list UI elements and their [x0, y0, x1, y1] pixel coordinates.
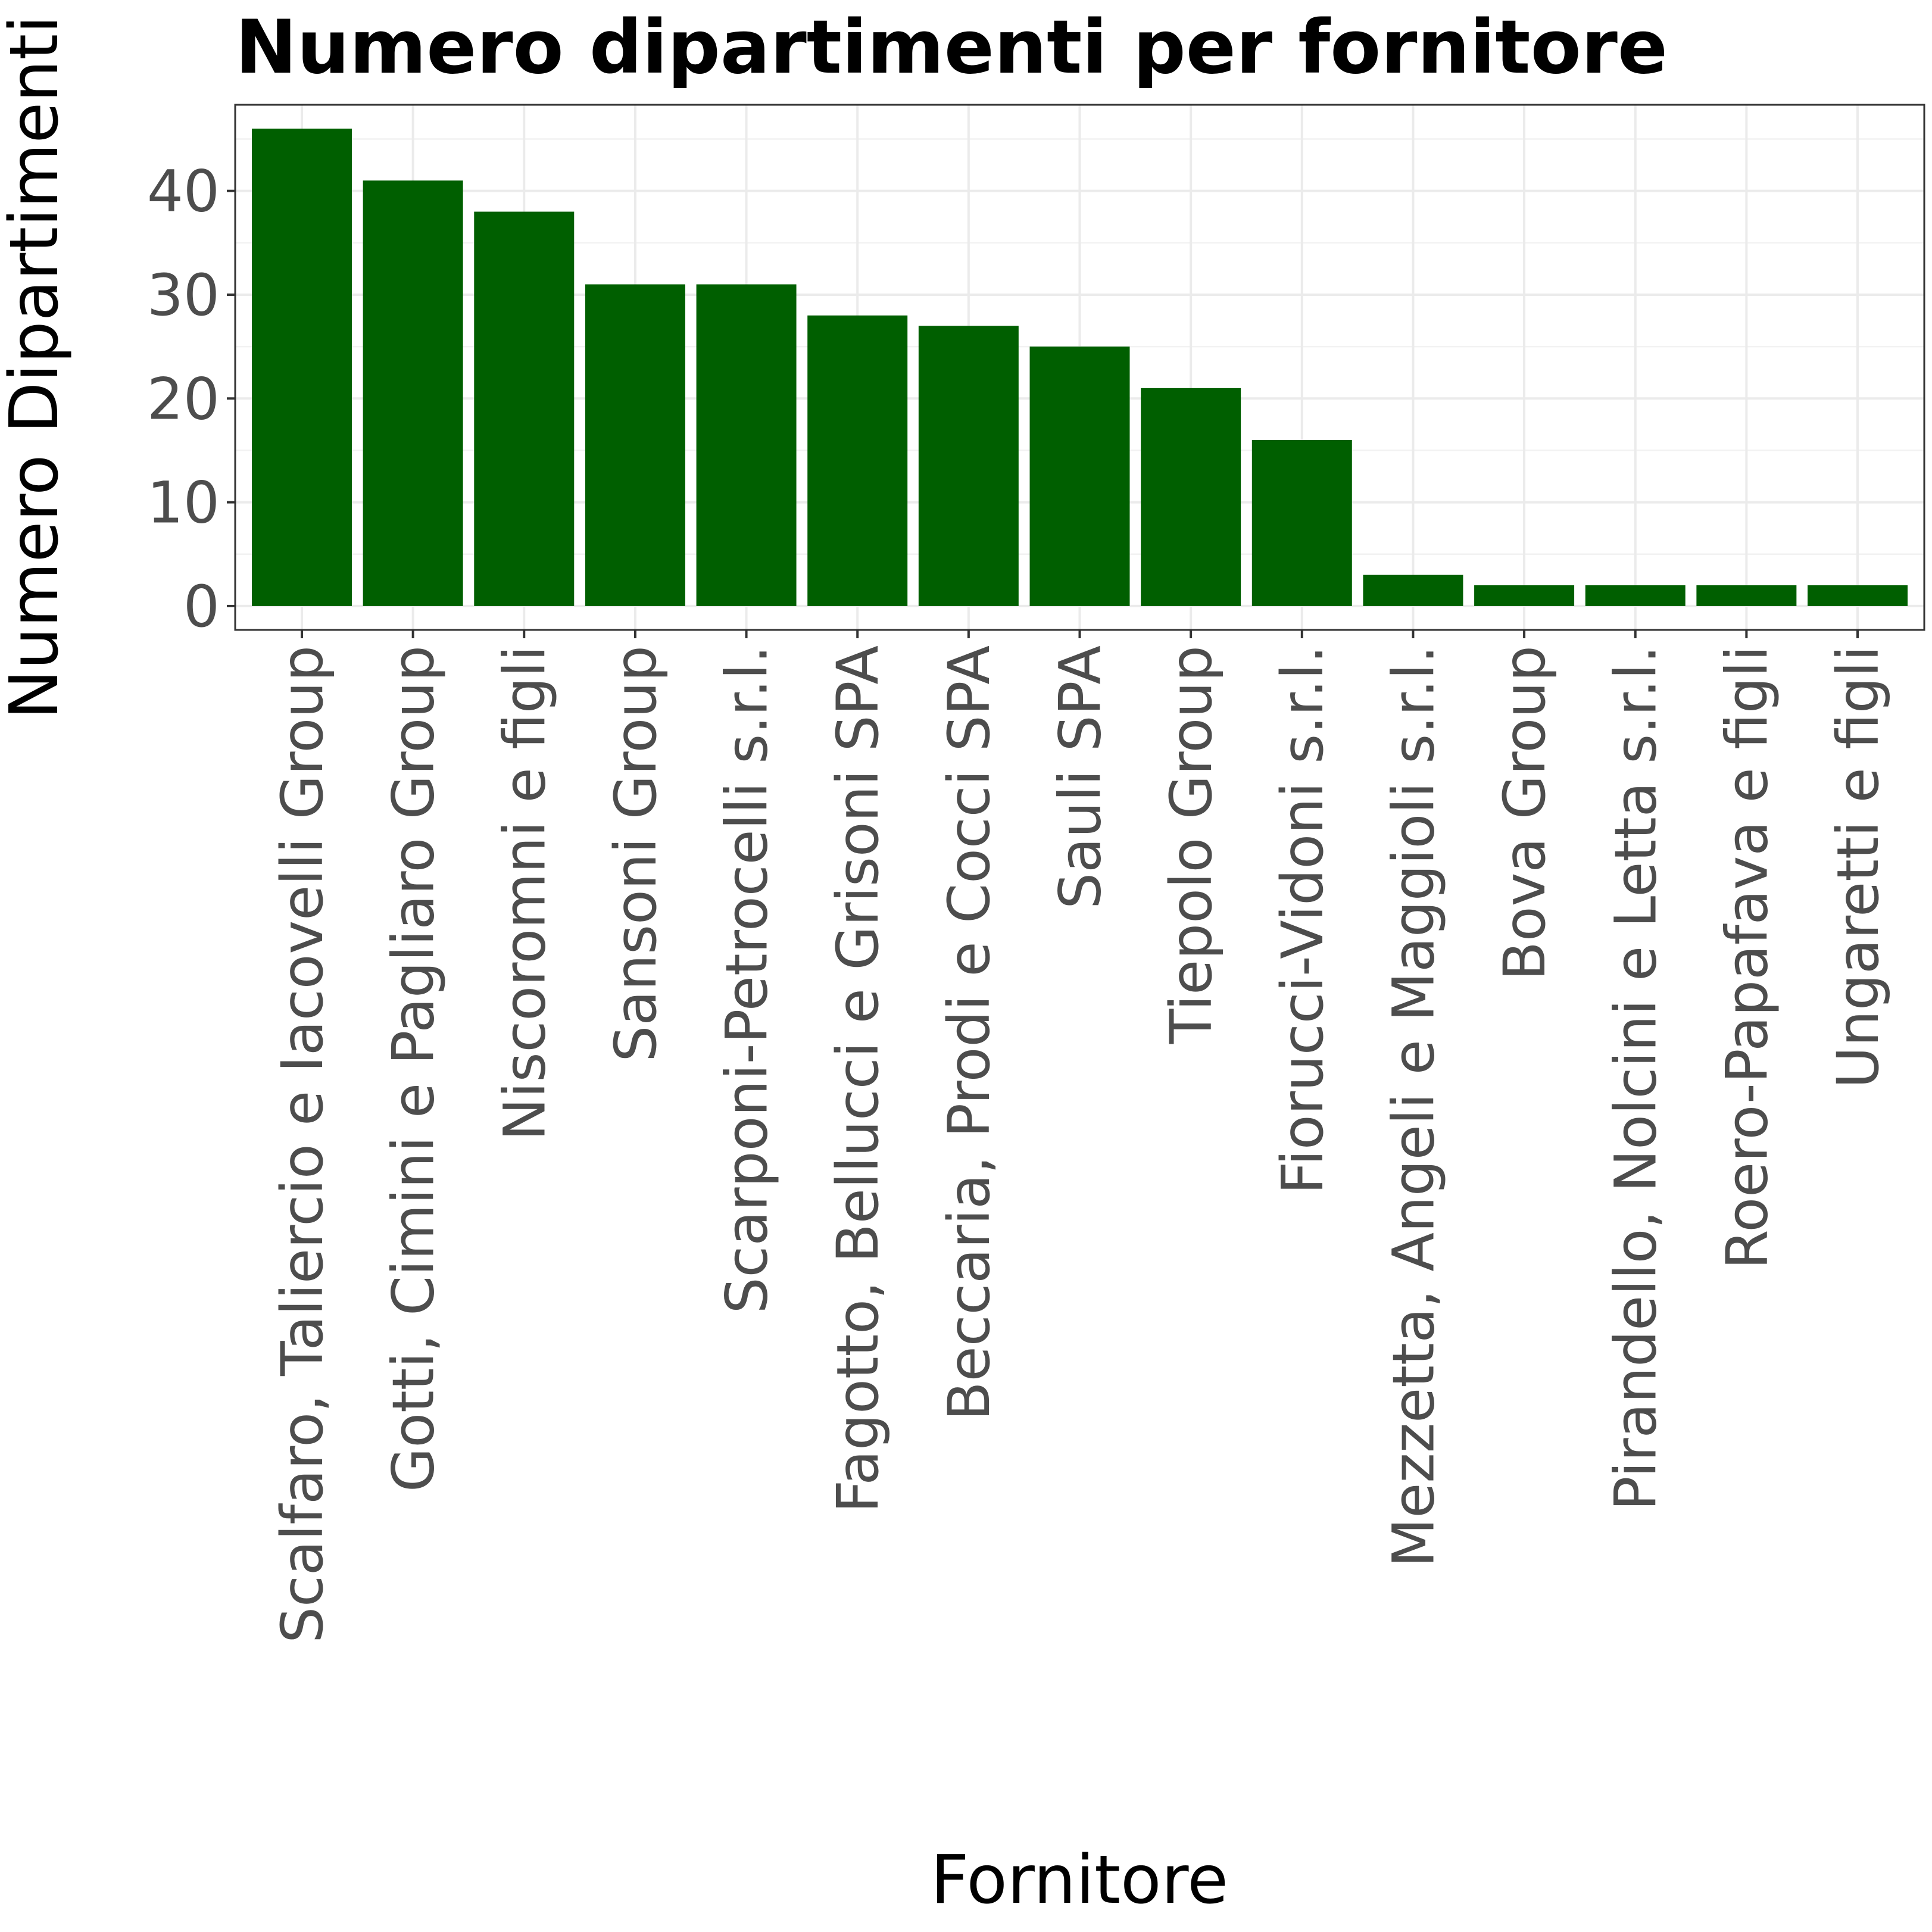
y-axis-title: Numero Dipartimenti — [0, 15, 73, 720]
x-axis-title: Fornitore — [931, 1842, 1228, 1919]
bar — [1251, 440, 1352, 606]
chart-title: Numero dipartimenti per fornitore — [235, 5, 1668, 90]
x-tick-label: Pirandello, Nolcini e Letta s.r.l. — [1603, 645, 1669, 1510]
x-tick-label: Roero-Papafava e figli — [1713, 645, 1780, 1269]
x-tick-label: Beccaria, Prodi e Cocci SPA — [936, 645, 1003, 1421]
y-tick-label: 40 — [147, 158, 220, 225]
bar — [1585, 585, 1686, 606]
x-tick-label: Fiorucci-Vidoni s.r.l. — [1269, 645, 1336, 1194]
y-tick-label: 30 — [147, 262, 220, 329]
y-axis: 0 10 20 30 40 — [147, 158, 235, 640]
x-axis: Scalfaro, Taliercio e Iacovelli Group Got… — [269, 630, 1892, 1643]
bar — [1474, 585, 1575, 606]
bars — [251, 129, 1908, 606]
bar — [363, 180, 463, 606]
y-tick-label: 10 — [147, 470, 220, 536]
bar — [807, 315, 908, 606]
y-tick-label: 20 — [147, 366, 220, 432]
x-tick-label: Tiepolo Group — [1158, 645, 1225, 1044]
bar — [1363, 575, 1463, 606]
bar — [918, 326, 1019, 606]
bar — [1696, 585, 1797, 606]
x-tick-label: Scarponi-Petrocelli s.r.l. — [714, 645, 781, 1313]
x-tick-label: Sauli SPA — [1047, 645, 1114, 909]
bar — [474, 211, 575, 606]
x-tick-label: Scalfaro, Taliercio e Iacovelli Group — [269, 645, 336, 1643]
bar — [696, 284, 797, 606]
x-tick-label: Fagotto, Bellucci e Grisoni SPA — [825, 645, 891, 1513]
bar — [251, 129, 352, 606]
bar — [1029, 347, 1130, 606]
x-tick-label: Bova Group — [1491, 645, 1558, 981]
x-tick-label: Niscoromni e figli — [491, 645, 558, 1141]
x-tick-label: Mezzetta, Angeli e Maggioli s.r.l. — [1380, 645, 1447, 1568]
y-tick-label: 0 — [183, 573, 220, 640]
bar — [1141, 388, 1241, 606]
x-tick-label: Gotti, Cimini e Pagliaro Group — [380, 645, 447, 1492]
bar — [585, 284, 685, 606]
x-tick-label: Ungaretti e figli — [1825, 645, 1892, 1088]
bar — [1808, 585, 1908, 606]
x-tick-label: Sansoni Group — [603, 645, 669, 1062]
